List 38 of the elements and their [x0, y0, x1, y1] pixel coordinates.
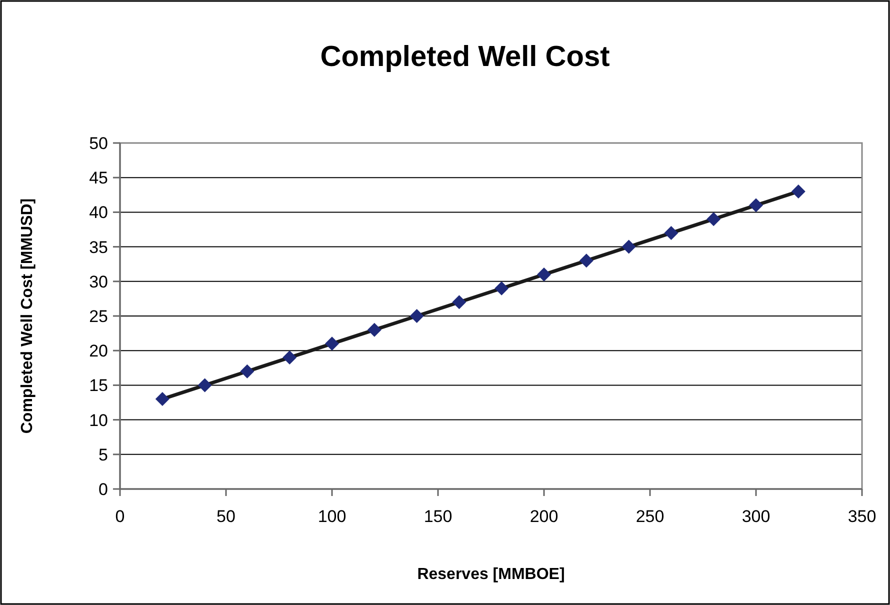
chart-title: Completed Well Cost: [320, 41, 610, 73]
y-tick-label: 0: [98, 480, 108, 499]
point: [155, 392, 170, 406]
y-tick-label: 25: [89, 306, 108, 326]
x-tick-label: 350: [848, 507, 876, 526]
point: [706, 212, 721, 226]
x-tick-label: 100: [318, 507, 346, 526]
y-tick-label: 30: [89, 272, 108, 292]
x-tick-label: 150: [424, 507, 452, 526]
y-tick-label: 40: [89, 203, 108, 222]
point: [410, 309, 424, 323]
point: [791, 184, 806, 198]
y-tick-label: 5: [98, 445, 108, 464]
point: [198, 378, 212, 392]
point: [367, 322, 382, 337]
y-tick-label: 10: [89, 410, 108, 430]
x-axis-title: Reserves [MMBOE]: [417, 566, 565, 583]
y-tick-label: 45: [89, 168, 108, 188]
point: [452, 295, 466, 310]
point: [494, 281, 509, 296]
x-tick-label: 250: [636, 507, 664, 526]
y-tick-label: 15: [89, 376, 108, 396]
point: [240, 364, 254, 378]
point: [664, 226, 678, 240]
x-tick-label: 200: [530, 507, 558, 526]
point: [579, 254, 594, 268]
y-tick-label: 50: [89, 134, 108, 153]
y-tick-label: 20: [89, 342, 108, 361]
y-axis-title: Completed Well Cost [MMUSD]: [19, 198, 36, 434]
point: [325, 336, 339, 351]
y-tick-label: 35: [89, 238, 108, 257]
point: [749, 198, 763, 212]
x-tick-label: 50: [216, 507, 236, 526]
x-tick-label: 300: [742, 507, 770, 526]
x-tick-label: 0: [115, 507, 125, 526]
point: [282, 350, 297, 365]
point: [622, 240, 636, 254]
point: [537, 267, 551, 282]
